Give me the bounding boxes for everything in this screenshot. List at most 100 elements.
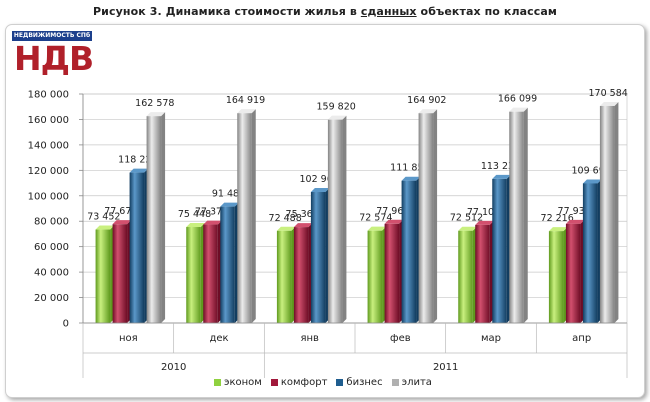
data-label: 113 239 xyxy=(481,161,520,172)
bar-комфорт-дек xyxy=(203,224,218,323)
bar-top xyxy=(458,226,477,231)
bar-top xyxy=(582,179,602,184)
bar-бизнес-фев xyxy=(401,180,417,323)
y-tick-label: 0 xyxy=(63,319,69,330)
x-tick-label: янв xyxy=(300,333,319,344)
bar-комфорт-ноя xyxy=(112,224,128,323)
legend-label: бизнес xyxy=(346,376,383,388)
y-tick-label: 180 000 xyxy=(28,90,69,101)
logo-top-text: НЕДВИЖИМОСТЬ СПб xyxy=(12,31,92,41)
bar-top xyxy=(112,220,132,225)
data-label: 73 452 xyxy=(87,212,120,223)
data-label: 91 481 xyxy=(212,189,245,200)
figure-title: Рисунок 3. Динамика стоимости жилья в сд… xyxy=(0,5,650,18)
bar-top xyxy=(310,188,330,193)
data-label: 77 965 xyxy=(376,206,409,217)
bar-top xyxy=(95,225,115,230)
y-tick-label: 100 000 xyxy=(28,191,69,202)
data-label: 77 373 xyxy=(195,207,228,218)
bar-комфорт-фев xyxy=(384,223,400,323)
legend-swatch xyxy=(391,378,399,386)
logo-main-text: НДВ xyxy=(14,39,94,78)
data-label: 72 574 xyxy=(359,213,392,224)
group-label: 2010 xyxy=(161,362,186,373)
legend-item: комфорт xyxy=(270,377,327,388)
legend-item: бизнес xyxy=(336,376,383,388)
bar-top xyxy=(509,107,528,112)
bar-side xyxy=(433,109,438,323)
bar-top xyxy=(293,223,313,228)
bar-бизнес-ноя xyxy=(129,172,145,323)
bar-top xyxy=(327,115,347,120)
bar-side xyxy=(614,101,619,323)
bar-эконом-дек xyxy=(186,227,201,323)
y-tick-label: 40 000 xyxy=(34,268,69,279)
bar-top xyxy=(384,219,404,224)
legend-label: эконом xyxy=(224,376,262,388)
bar-комфорт-апр xyxy=(565,223,581,323)
bar-side xyxy=(161,112,166,323)
bar-top xyxy=(146,112,166,117)
data-label: 77 102 xyxy=(467,207,500,218)
legend-item: элита xyxy=(391,376,432,388)
x-tick-label: дек xyxy=(209,333,228,344)
data-label: 72 216 xyxy=(541,213,574,224)
bar-side xyxy=(342,115,347,323)
bar-top xyxy=(492,174,511,179)
y-tick-label: 60 000 xyxy=(34,242,69,253)
bar-top xyxy=(276,226,296,231)
y-tick-label: 160 000 xyxy=(28,115,69,126)
bar-top xyxy=(401,176,421,181)
bar-эконом-фев xyxy=(367,230,383,323)
bar-top xyxy=(418,109,438,114)
plot-area xyxy=(82,93,628,324)
x-tick-label: ноя xyxy=(119,333,138,344)
legend-swatch xyxy=(336,378,344,386)
bar-эконом-мар xyxy=(458,230,473,323)
bar-бизнес-мар xyxy=(492,178,507,323)
bar-top xyxy=(565,219,585,224)
bar-элита-ноя xyxy=(146,116,162,323)
bar-top xyxy=(237,109,256,114)
data-label: 164 919 xyxy=(226,95,265,106)
bar-side xyxy=(523,107,528,324)
bar-элита-мар xyxy=(509,111,524,324)
data-label: 109 698 xyxy=(572,165,611,176)
bar-комфорт-янв xyxy=(293,227,309,323)
bar-эконом-апр xyxy=(548,231,564,323)
bar-элита-фев xyxy=(418,113,434,323)
legend-item: эконом xyxy=(214,377,262,388)
bar-top xyxy=(220,202,239,207)
title-prefix: Рисунок 3. Динамика стоимости жилья в xyxy=(93,5,361,18)
bar-top xyxy=(186,223,205,228)
x-tick-label: мар xyxy=(481,333,501,344)
y-tick-label: 80 000 xyxy=(34,217,69,228)
title-underlined: сданных xyxy=(360,5,417,18)
legend-swatch xyxy=(214,378,221,386)
title-suffix: объектах по классам xyxy=(416,5,557,18)
data-label: 75 365 xyxy=(286,209,319,220)
data-label: 72 512 xyxy=(450,213,483,224)
data-label: 72 488 xyxy=(269,213,302,224)
bar-эконом-ноя xyxy=(95,229,111,323)
bar-элита-апр xyxy=(599,105,615,323)
data-label: 159 820 xyxy=(317,102,356,113)
y-tick-label: 140 000 xyxy=(28,140,69,151)
bar-top xyxy=(129,168,149,173)
bar-бизнес-апр xyxy=(582,183,598,323)
legend-label: элита xyxy=(401,376,432,388)
bar-top xyxy=(475,220,494,225)
brand-logo: НЕДВИЖИМОСТЬ СПб НДВ xyxy=(12,31,94,79)
group-label: 2011 xyxy=(433,362,458,373)
x-tick-label: апр xyxy=(572,333,591,344)
data-label: 162 578 xyxy=(135,98,174,109)
bar-бизнес-янв xyxy=(310,192,326,323)
x-tick-label: фев xyxy=(390,333,411,344)
bar-top xyxy=(203,220,222,225)
chart-legend: эконом комфорт бизнес элита xyxy=(214,374,441,390)
data-label: 102 961 xyxy=(300,174,339,185)
bar-side xyxy=(251,109,256,323)
data-label: 77 672 xyxy=(104,206,137,217)
data-label: 75 448 xyxy=(178,209,211,220)
